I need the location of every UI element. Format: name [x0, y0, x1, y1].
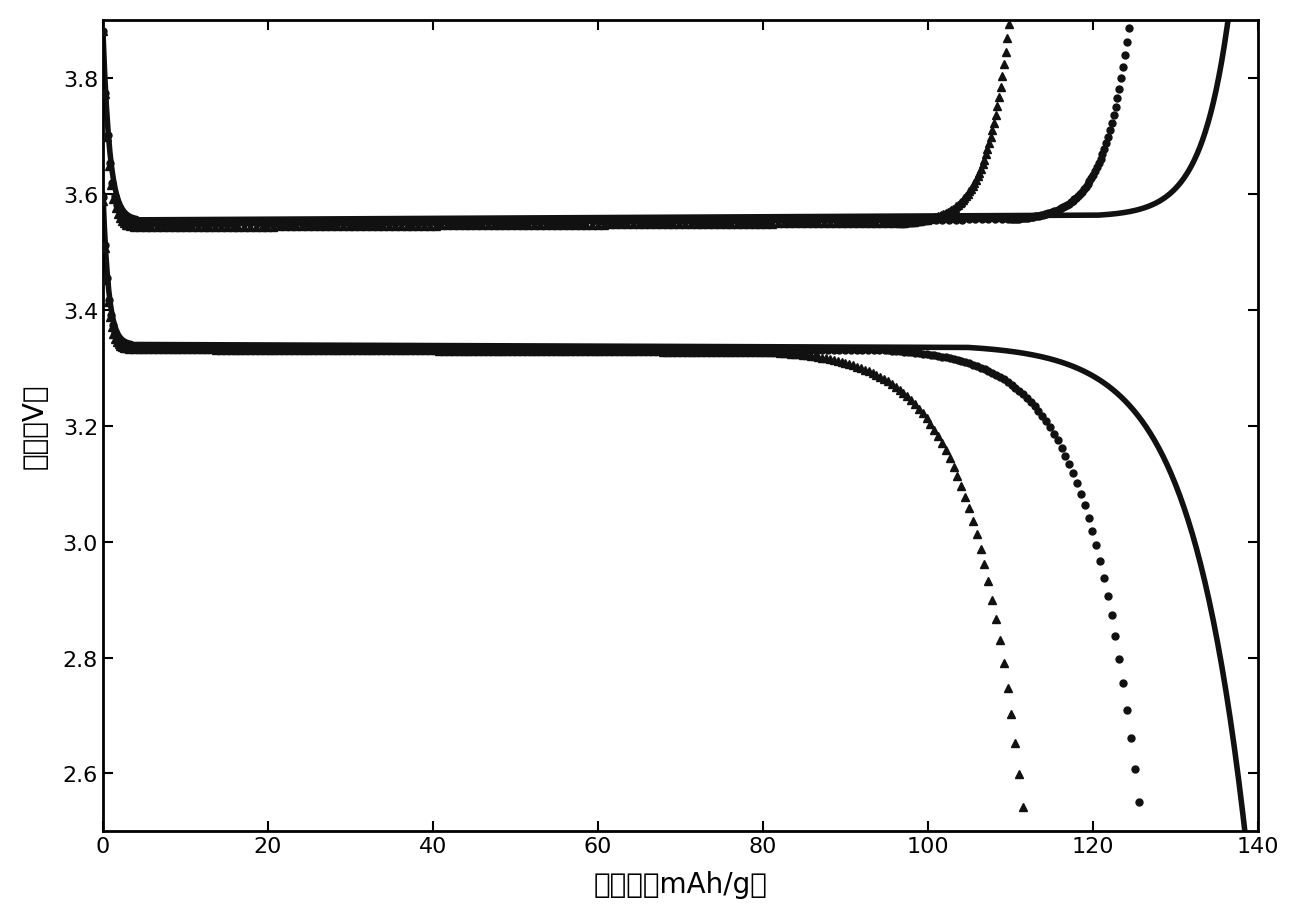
Y-axis label: 电压（V）: 电压（V）	[21, 383, 49, 469]
X-axis label: 比容量（mAh/g）: 比容量（mAh/g）	[594, 870, 767, 898]
